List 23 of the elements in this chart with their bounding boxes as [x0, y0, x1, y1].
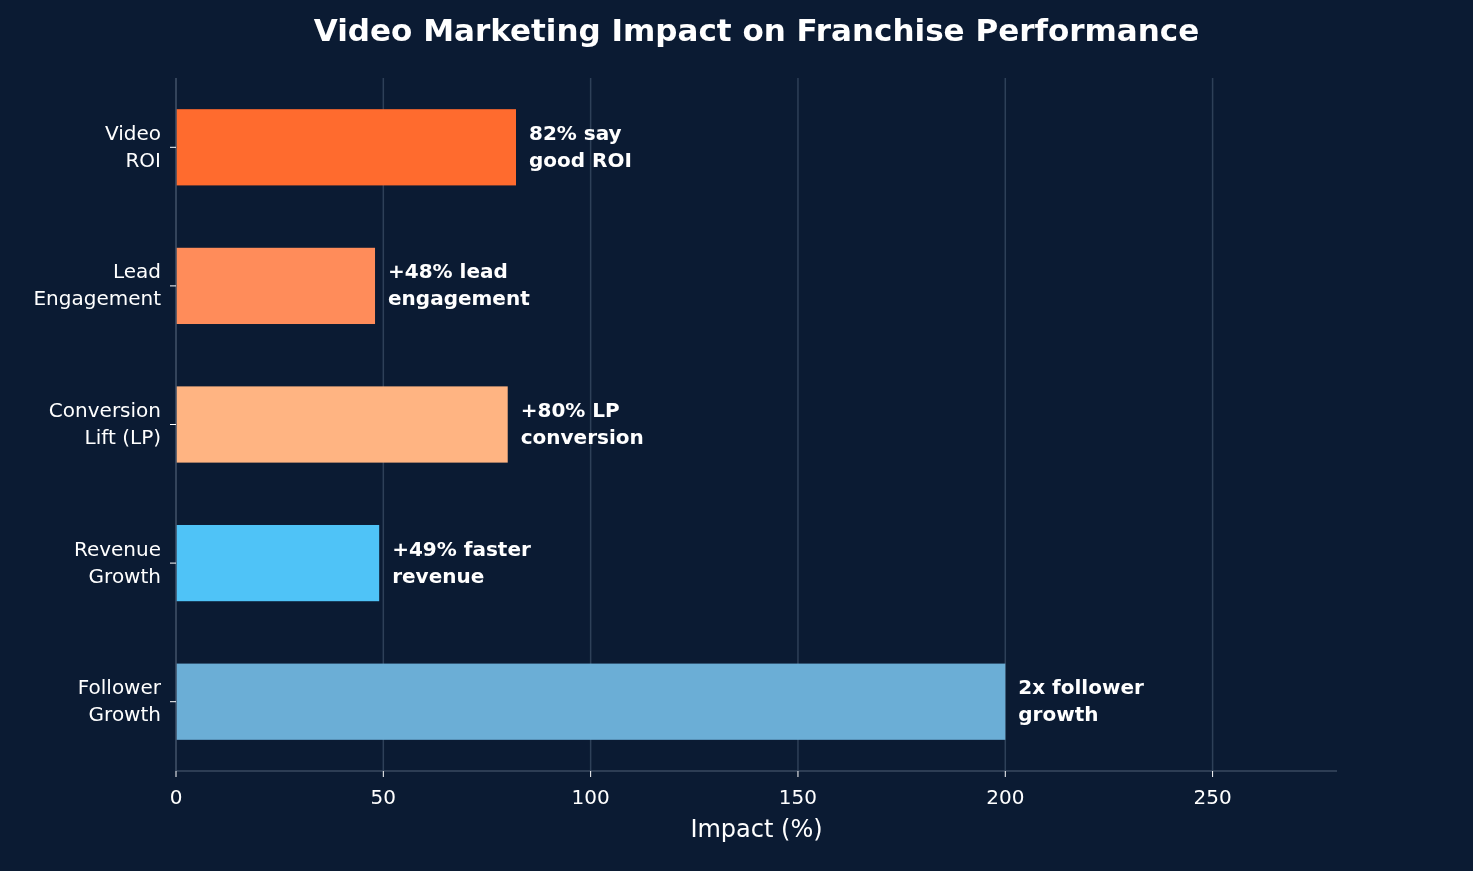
annotation: 2x follower growth	[1018, 674, 1144, 726]
x-tick-label: 100	[571, 785, 610, 809]
data-label: +80% LP conversion	[520, 397, 644, 449]
y-tick-label: Video ROI	[104, 120, 161, 172]
x-tick-label: 150	[778, 785, 818, 809]
x-axis-title: Impact (%)	[690, 815, 823, 843]
bar	[176, 109, 517, 186]
x-tick-label: 0	[169, 785, 183, 809]
x-tick-label: 200	[986, 785, 1025, 809]
bar	[176, 663, 1006, 740]
bar	[176, 386, 508, 463]
x-tick-label: 250	[1193, 785, 1232, 809]
bar	[176, 524, 380, 602]
chart-title: Video Marketing Impact on Franchise Performance	[313, 12, 1200, 48]
y-tick-label: Lead Engagement	[33, 258, 162, 310]
x-tick-label: 50	[370, 785, 397, 809]
data-label: +49% faster revenue	[392, 536, 531, 588]
y-tick-label: Follower Growth	[77, 674, 162, 726]
y-tick-label: Revenue Growth	[73, 536, 161, 588]
bar	[176, 247, 376, 325]
y-tick-label: Conversion Lift (LP)	[48, 397, 161, 449]
data-label: +48% lead engagement	[388, 258, 531, 310]
data-label: 82% say good ROI	[529, 120, 632, 172]
